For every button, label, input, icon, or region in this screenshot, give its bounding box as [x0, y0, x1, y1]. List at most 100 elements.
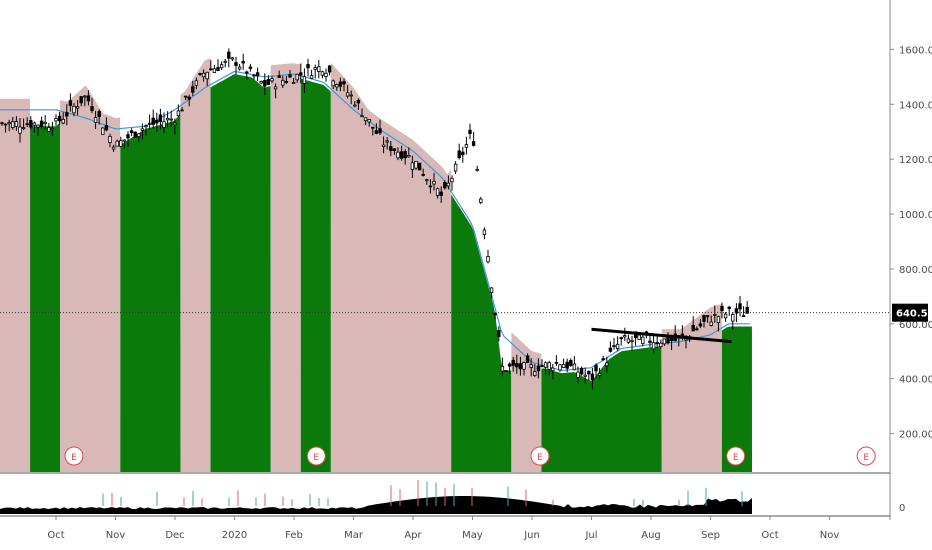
candle-body — [101, 127, 105, 135]
volume-tick-label: 0 — [899, 503, 905, 514]
regime-band-pink — [180, 58, 211, 473]
candle-body — [194, 80, 199, 86]
candle-body — [151, 117, 155, 125]
candle-body — [209, 68, 213, 71]
regime-band-pink — [661, 303, 722, 472]
candle-body — [104, 124, 109, 131]
candle-body — [147, 122, 152, 125]
candle-body — [435, 188, 440, 196]
regime-band-green — [300, 78, 331, 472]
candle-body — [349, 94, 353, 97]
candle-body — [558, 364, 562, 371]
candle-body — [223, 60, 227, 63]
candle-body — [342, 81, 346, 85]
candle-body — [360, 115, 364, 118]
earnings-marker-label: E — [313, 453, 319, 463]
candle-body — [533, 371, 537, 376]
earnings-marker — [530, 446, 550, 466]
candle-body — [180, 109, 184, 112]
candle-body — [7, 122, 11, 125]
candle-body — [61, 119, 65, 124]
candle-body — [39, 120, 44, 127]
candle-body — [565, 361, 569, 369]
candle-body — [158, 114, 163, 122]
candle-body — [111, 146, 116, 150]
candle-body — [65, 111, 69, 117]
candle-body — [3, 123, 8, 126]
candle-body — [543, 362, 548, 368]
earnings-marker-label: E — [537, 453, 543, 463]
candle-body — [245, 71, 249, 74]
candle-body — [594, 364, 598, 372]
earnings-marker-label: E — [733, 453, 739, 463]
candle-body — [525, 355, 530, 363]
candle-body — [252, 74, 256, 77]
candle-body — [630, 340, 634, 343]
candle-body — [716, 316, 721, 324]
candle-body — [309, 75, 314, 79]
price-tick-label: 200.00 — [899, 430, 932, 441]
volume-area — [0, 496, 752, 514]
candle-body — [306, 64, 310, 69]
time-tick-label: Mar — [344, 530, 364, 541]
candle-body — [601, 358, 605, 361]
candle-body — [288, 74, 292, 78]
candle-body — [212, 68, 217, 74]
candle-body — [374, 130, 379, 134]
candle-body — [464, 144, 469, 148]
candle-body — [662, 338, 667, 345]
time-tick-label: 2020 — [222, 530, 247, 541]
candle-body — [266, 79, 271, 85]
candle-body — [29, 120, 33, 128]
candle-body — [504, 370, 508, 372]
time-tick-label: Nov — [820, 530, 840, 541]
candle-body — [21, 127, 26, 130]
candle-body — [461, 151, 465, 156]
candle-body — [443, 182, 447, 189]
candle-body — [414, 160, 418, 169]
time-tick-label: Nov — [106, 530, 126, 541]
candle-body — [500, 365, 505, 372]
candle-body — [277, 75, 281, 78]
candle-body — [479, 198, 483, 203]
candle-body — [569, 359, 573, 366]
candle-body — [529, 364, 533, 369]
candle-body — [615, 343, 620, 350]
candle-body — [201, 72, 206, 78]
candle-body — [572, 363, 577, 371]
trendline — [591, 327, 732, 344]
candle-body — [234, 62, 238, 67]
candle-body — [47, 127, 51, 132]
candle-body — [626, 338, 631, 343]
price-tick-label: 1000.00 — [899, 210, 932, 221]
candle-body — [299, 72, 303, 76]
candle-body — [590, 373, 595, 381]
price-tick-label: 1400.00 — [899, 100, 932, 111]
candle-body — [93, 117, 98, 123]
candle-body — [381, 144, 386, 148]
candle-body — [655, 342, 659, 344]
candle-body — [515, 363, 519, 368]
time-tick-label: Feb — [285, 530, 303, 541]
candle-body — [273, 86, 278, 90]
earnings-marker-label: E — [71, 453, 77, 463]
candle-body — [227, 51, 231, 59]
candle-body — [486, 256, 490, 263]
candle-body — [605, 362, 609, 367]
candle-body — [551, 367, 555, 372]
candle-body — [511, 359, 515, 366]
candle-body — [702, 315, 706, 322]
candle-body — [57, 115, 62, 122]
candle-body — [11, 121, 15, 128]
candle-body — [745, 307, 749, 314]
candle-body — [129, 130, 134, 134]
candle-body — [335, 84, 339, 88]
candle-body — [169, 118, 173, 121]
candle-body — [191, 86, 195, 93]
candle-body — [50, 128, 55, 131]
candle-body — [43, 121, 47, 125]
candle-body — [731, 314, 735, 322]
candle-body — [583, 374, 587, 377]
candle-body — [345, 92, 350, 97]
